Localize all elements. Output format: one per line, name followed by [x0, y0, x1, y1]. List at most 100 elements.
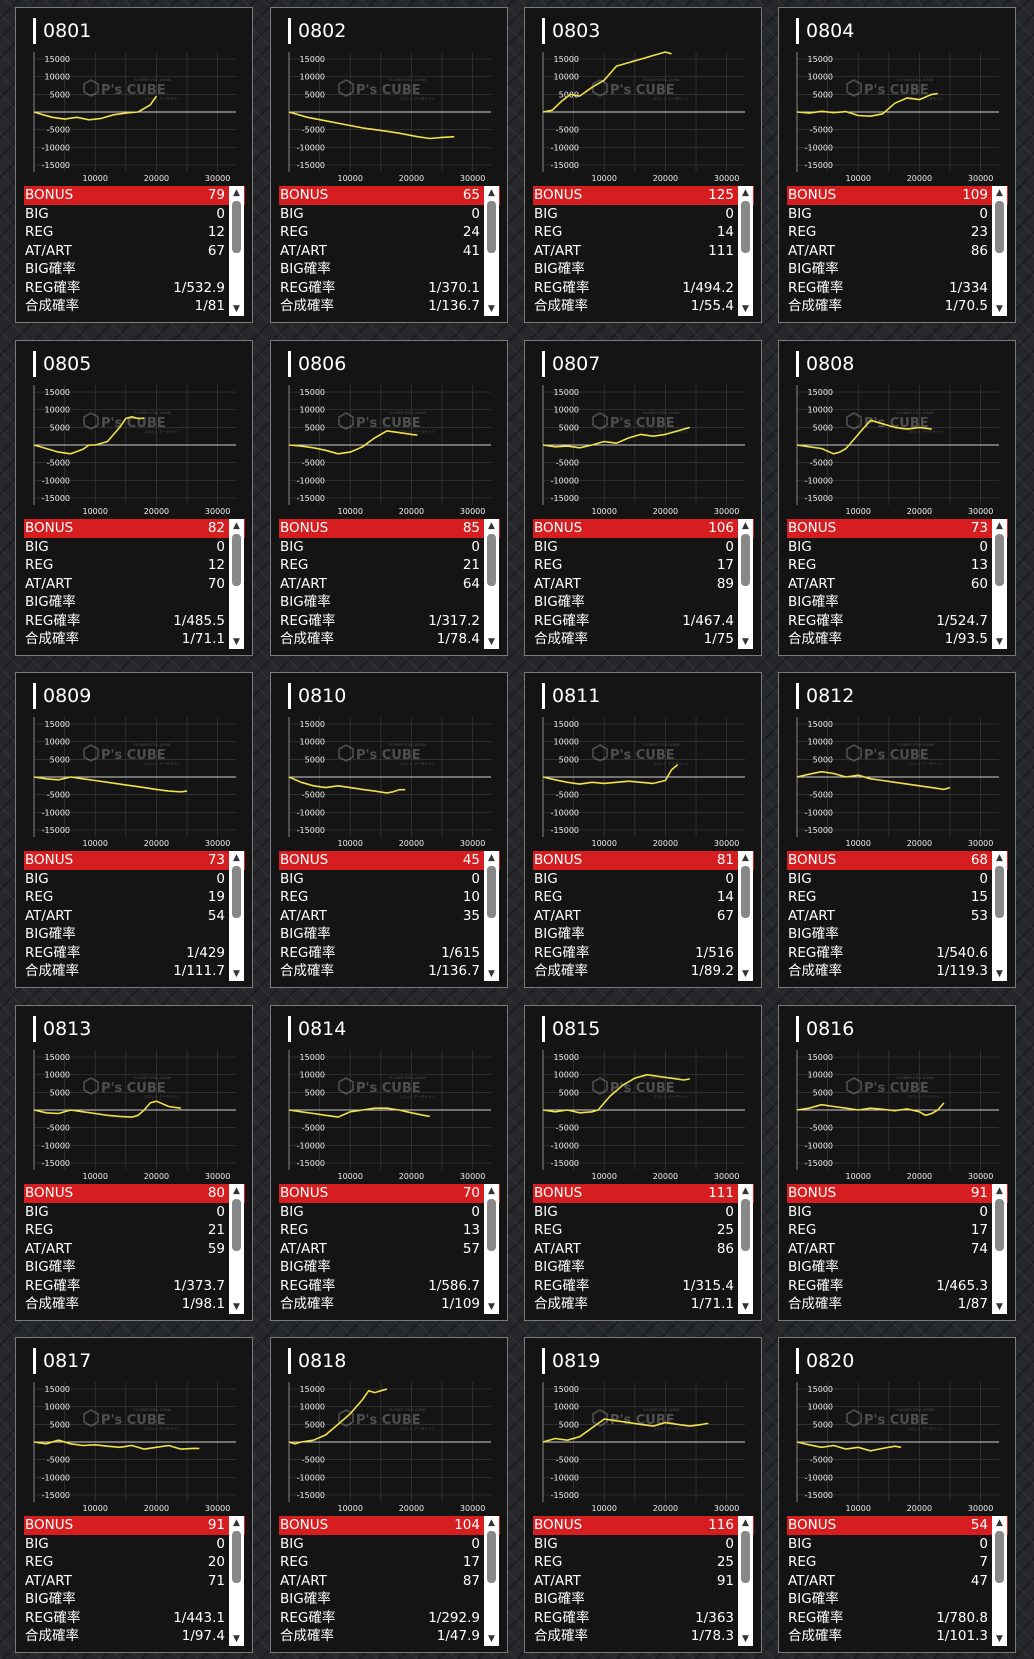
machine-card-0802[interactable]: 0802 P's CUBE FLOWER STILL JAPAN スロット データサ… [270, 7, 508, 323]
stats-scrollbar[interactable]: ▲ ▼ [992, 1184, 1007, 1314]
scroll-thumb[interactable] [995, 201, 1004, 253]
machine-number[interactable]: 0814 [288, 1016, 346, 1042]
machine-card-0809[interactable]: 0809 P's CUBE FLOWER STILL JAPAN スロット データサ… [15, 672, 253, 988]
scroll-up-icon[interactable]: ▲ [233, 853, 240, 863]
scroll-down-icon[interactable]: ▼ [742, 1634, 749, 1644]
scroll-up-icon[interactable]: ▲ [996, 521, 1003, 531]
machine-card-0814[interactable]: 0814 P's CUBE FLOWER STILL JAPAN スロット データサ… [270, 1005, 508, 1321]
stats-scrollbar[interactable]: ▲ ▼ [484, 1184, 499, 1314]
scroll-thumb[interactable] [232, 866, 241, 918]
scroll-down-icon[interactable]: ▼ [996, 1634, 1003, 1644]
scroll-down-icon[interactable]: ▼ [996, 1302, 1003, 1312]
scroll-down-icon[interactable]: ▼ [742, 969, 749, 979]
machine-card-0807[interactable]: 0807 P's CUBE FLOWER STILL JAPAN スロット データサ… [524, 340, 762, 656]
stats-scrollbar[interactable]: ▲ ▼ [484, 851, 499, 981]
scroll-thumb[interactable] [487, 1199, 496, 1251]
stats-scrollbar[interactable]: ▲ ▼ [738, 1184, 753, 1314]
stats-scrollbar[interactable]: ▲ ▼ [229, 1184, 244, 1314]
machine-card-0815[interactable]: 0815 P's CUBE FLOWER STILL JAPAN スロット データサ… [524, 1005, 762, 1321]
scroll-thumb[interactable] [232, 1531, 241, 1583]
stats-scrollbar[interactable]: ▲ ▼ [484, 1516, 499, 1646]
machine-number[interactable]: 0804 [796, 18, 854, 44]
scroll-up-icon[interactable]: ▲ [742, 1518, 749, 1528]
machine-card-0820[interactable]: 0820 P's CUBE FLOWER STILL JAPAN スロット データサ… [778, 1337, 1016, 1653]
scroll-up-icon[interactable]: ▲ [996, 188, 1003, 198]
scroll-thumb[interactable] [487, 866, 496, 918]
machine-number[interactable]: 0801 [33, 18, 91, 44]
machine-card-0806[interactable]: 0806 P's CUBE FLOWER STILL JAPAN スロット データサ… [270, 340, 508, 656]
scroll-down-icon[interactable]: ▼ [742, 304, 749, 314]
machine-number[interactable]: 0817 [33, 1348, 91, 1374]
scroll-up-icon[interactable]: ▲ [742, 188, 749, 198]
machine-card-0817[interactable]: 0817 P's CUBE FLOWER STILL JAPAN スロット データサ… [15, 1337, 253, 1653]
scroll-thumb[interactable] [995, 1199, 1004, 1251]
machine-number[interactable]: 0808 [796, 351, 854, 377]
machine-number[interactable]: 0811 [542, 683, 600, 709]
scroll-thumb[interactable] [995, 866, 1004, 918]
machine-number[interactable]: 0803 [542, 18, 600, 44]
machine-number[interactable]: 0818 [288, 1348, 346, 1374]
stats-scrollbar[interactable]: ▲ ▼ [484, 186, 499, 316]
stats-scrollbar[interactable]: ▲ ▼ [738, 519, 753, 649]
scroll-up-icon[interactable]: ▲ [233, 1518, 240, 1528]
scroll-thumb[interactable] [487, 534, 496, 586]
machine-number[interactable]: 0805 [33, 351, 91, 377]
stats-scrollbar[interactable]: ▲ ▼ [229, 1516, 244, 1646]
machine-card-0804[interactable]: 0804 P's CUBE FLOWER STILL JAPAN スロット データサ… [778, 7, 1016, 323]
scroll-up-icon[interactable]: ▲ [742, 1186, 749, 1196]
machine-card-0803[interactable]: 0803 P's CUBE FLOWER STILL JAPAN スロット データサ… [524, 7, 762, 323]
scroll-thumb[interactable] [741, 1531, 750, 1583]
scroll-down-icon[interactable]: ▼ [742, 1302, 749, 1312]
scroll-up-icon[interactable]: ▲ [488, 521, 495, 531]
scroll-up-icon[interactable]: ▲ [488, 188, 495, 198]
scroll-down-icon[interactable]: ▼ [233, 969, 240, 979]
machine-card-0810[interactable]: 0810 P's CUBE FLOWER STILL JAPAN スロット データサ… [270, 672, 508, 988]
scroll-down-icon[interactable]: ▼ [488, 304, 495, 314]
scroll-down-icon[interactable]: ▼ [488, 969, 495, 979]
machine-number[interactable]: 0813 [33, 1016, 91, 1042]
scroll-down-icon[interactable]: ▼ [233, 1302, 240, 1312]
machine-number[interactable]: 0807 [542, 351, 600, 377]
machine-card-0801[interactable]: 0801 P's CUBE FLOWER STILL JAPAN スロット データサ… [15, 7, 253, 323]
stats-scrollbar[interactable]: ▲ ▼ [229, 186, 244, 316]
stats-scrollbar[interactable]: ▲ ▼ [992, 519, 1007, 649]
scroll-thumb[interactable] [487, 201, 496, 253]
scroll-down-icon[interactable]: ▼ [488, 1302, 495, 1312]
scroll-thumb[interactable] [741, 534, 750, 586]
scroll-up-icon[interactable]: ▲ [233, 521, 240, 531]
machine-number[interactable]: 0810 [288, 683, 346, 709]
machine-card-0813[interactable]: 0813 P's CUBE FLOWER STILL JAPAN スロット データサ… [15, 1005, 253, 1321]
scroll-thumb[interactable] [741, 1199, 750, 1251]
stats-scrollbar[interactable]: ▲ ▼ [992, 851, 1007, 981]
scroll-up-icon[interactable]: ▲ [488, 1518, 495, 1528]
scroll-down-icon[interactable]: ▼ [996, 969, 1003, 979]
scroll-up-icon[interactable]: ▲ [233, 1186, 240, 1196]
stats-scrollbar[interactable]: ▲ ▼ [229, 851, 244, 981]
machine-card-0808[interactable]: 0808 P's CUBE FLOWER STILL JAPAN スロット データサ… [778, 340, 1016, 656]
scroll-thumb[interactable] [232, 1199, 241, 1251]
stats-scrollbar[interactable]: ▲ ▼ [992, 186, 1007, 316]
machine-card-0812[interactable]: 0812 P's CUBE FLOWER STILL JAPAN スロット データサ… [778, 672, 1016, 988]
scroll-down-icon[interactable]: ▼ [233, 1634, 240, 1644]
stats-scrollbar[interactable]: ▲ ▼ [229, 519, 244, 649]
scroll-up-icon[interactable]: ▲ [233, 188, 240, 198]
machine-number[interactable]: 0820 [796, 1348, 854, 1374]
scroll-up-icon[interactable]: ▲ [996, 1186, 1003, 1196]
scroll-down-icon[interactable]: ▼ [233, 304, 240, 314]
scroll-thumb[interactable] [995, 534, 1004, 586]
scroll-thumb[interactable] [741, 201, 750, 253]
machine-card-0805[interactable]: 0805 P's CUBE FLOWER STILL JAPAN スロット データサ… [15, 340, 253, 656]
scroll-up-icon[interactable]: ▲ [742, 853, 749, 863]
scroll-thumb[interactable] [487, 1531, 496, 1583]
scroll-down-icon[interactable]: ▼ [996, 637, 1003, 647]
machine-number[interactable]: 0816 [796, 1016, 854, 1042]
machine-number[interactable]: 0802 [288, 18, 346, 44]
machine-number[interactable]: 0819 [542, 1348, 600, 1374]
scroll-thumb[interactable] [741, 866, 750, 918]
scroll-up-icon[interactable]: ▲ [742, 521, 749, 531]
machine-number[interactable]: 0812 [796, 683, 854, 709]
scroll-down-icon[interactable]: ▼ [742, 637, 749, 647]
stats-scrollbar[interactable]: ▲ ▼ [992, 1516, 1007, 1646]
scroll-up-icon[interactable]: ▲ [996, 1518, 1003, 1528]
stats-scrollbar[interactable]: ▲ ▼ [484, 519, 499, 649]
